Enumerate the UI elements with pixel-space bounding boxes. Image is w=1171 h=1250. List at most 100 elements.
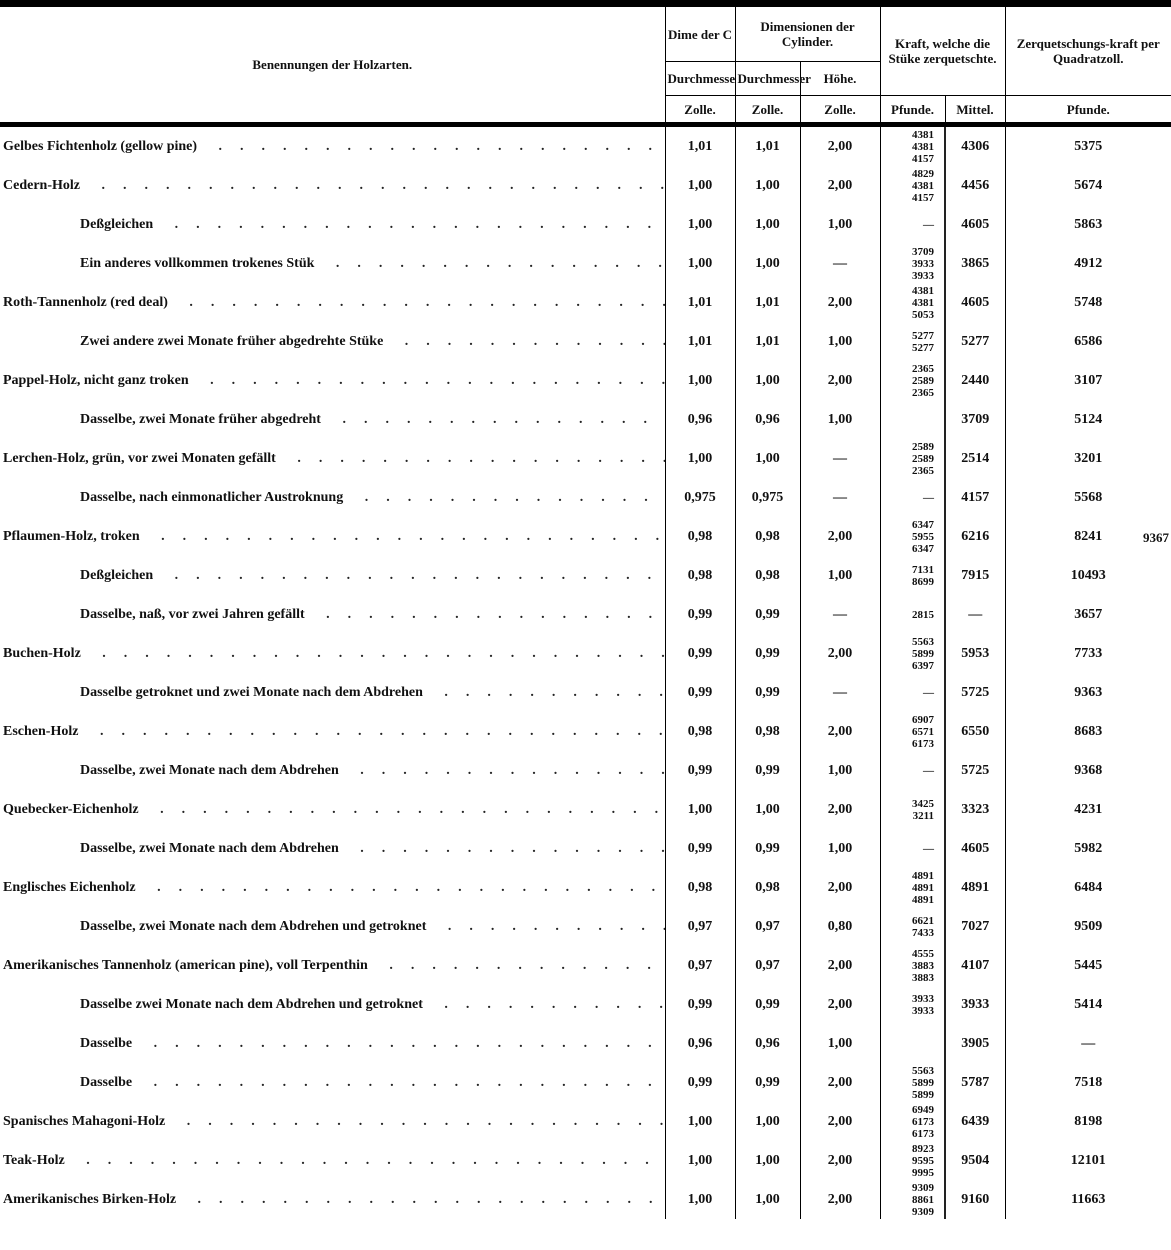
- cell-durchmesser: 1,00: [664, 244, 735, 283]
- cell-name: Dasselbe, zwei Monate nach dem Abdrehen …: [0, 907, 665, 946]
- cell-quadrat: 5748: [1004, 283, 1171, 322]
- cell-name: Deßgleichen ............................…: [0, 556, 665, 595]
- pfunde-value: 4555: [912, 947, 934, 960]
- wood-name: Quebecker-Eichenholz: [3, 801, 139, 817]
- cell-hoehe: 1,00: [799, 1024, 880, 1063]
- cell-name: Dasselbe, zwei Monate früher abgedreht .…: [0, 400, 665, 439]
- header-unit: Pfunde.: [1004, 95, 1171, 125]
- cell-pfunde: —: [879, 478, 946, 517]
- cell-durchmesser: 0,99: [664, 673, 735, 712]
- cell-durchmesser: 0,98: [734, 868, 800, 907]
- table-row: Zwei andere zwei Monate früher abgedreht…: [0, 322, 1171, 361]
- cell-pfunde: 2815: [879, 595, 946, 634]
- header-name: Benennungen der Holzarten.: [252, 57, 413, 72]
- cell-durchmesser: 0,99: [734, 673, 800, 712]
- cell-durchmesser: 0,99: [734, 634, 800, 673]
- cell-name: Gelbes Fichtenholz (gellow pine) .......…: [0, 127, 665, 166]
- cell-pfunde: 9309 8861 9309: [879, 1180, 946, 1219]
- cell-quadrat: 5982: [1004, 829, 1171, 868]
- cell-quadrat: 6586: [1004, 322, 1171, 361]
- cell-mittel: 5953: [944, 634, 1005, 673]
- cell-name: Ein anderes vollkommen trokenes Stük ...…: [0, 244, 665, 283]
- cell-mittel: 3905: [944, 1024, 1005, 1063]
- pfunde-value: 4157: [912, 191, 934, 204]
- cell-durchmesser: 1,00: [734, 244, 800, 283]
- cell-hoehe: —: [799, 439, 880, 478]
- leader-dots: ........................................: [160, 801, 665, 817]
- pfunde-value: 4829: [912, 167, 934, 180]
- table-row: Ein anderes vollkommen trokenes Stük ...…: [0, 244, 1171, 283]
- pfunde-value: 5563: [912, 1064, 934, 1077]
- pfunde-value: 6347: [912, 542, 934, 555]
- cell-durchmesser: 0,99: [664, 1063, 735, 1102]
- cell-pfunde: 6347 5955 6347: [879, 517, 946, 556]
- header-dim-left: Dime der C: [664, 3, 735, 62]
- wood-name: Spanisches Mahagoni-Holz: [3, 1113, 166, 1129]
- quadrat-value: 3657: [1074, 606, 1103, 622]
- cell-hoehe: 0,80: [799, 907, 880, 946]
- cell-quadrat: 5124: [1004, 400, 1171, 439]
- wood-name: Buchen-Holz: [3, 645, 81, 661]
- wood-name: Deßgleichen: [80, 216, 154, 232]
- cell-quadrat: 5445: [1004, 946, 1171, 985]
- leader-dots: ........................................: [86, 1152, 665, 1168]
- cell-durchmesser: 1,00: [664, 1180, 735, 1219]
- pfunde-value: 5899: [912, 1088, 934, 1101]
- table-row: Eschen-Holz ............................…: [0, 712, 1171, 751]
- cell-durchmesser: 1,00: [734, 1180, 800, 1219]
- cell-durchmesser: 0,96: [664, 1024, 735, 1063]
- cell-durchmesser: 0,99: [664, 829, 735, 868]
- cell-quadrat: 8198: [1004, 1102, 1171, 1141]
- cell-durchmesser: 1,00: [664, 1102, 735, 1141]
- wood-name: Dasselbe zwei Monate nach dem Abdrehen u…: [80, 996, 423, 1012]
- cell-pfunde: 4891 4891 4891: [879, 868, 946, 907]
- cell-mittel: 7915: [944, 556, 1005, 595]
- pfunde-value: 5955: [912, 530, 934, 543]
- table-row: Teak-Holz ..............................…: [0, 1141, 1171, 1180]
- table-body: Gelbes Fichtenholz (gellow pine) .......…: [0, 127, 1171, 1219]
- pfunde-value: 4381: [912, 128, 934, 141]
- cell-hoehe: —: [799, 244, 880, 283]
- leader-dots: ........................................: [157, 879, 665, 895]
- quadrat-value: 12101: [1070, 1152, 1106, 1168]
- table-row: Spanisches Mahagoni-Holz ...............…: [0, 1102, 1171, 1141]
- cell-pfunde: 2589 2589 2365: [879, 439, 946, 478]
- table-row: Gelbes Fichtenholz (gellow pine) .......…: [0, 127, 1171, 166]
- wood-name: Dasselbe getroknet und zwei Monate nach …: [80, 684, 423, 700]
- cell-quadrat: 6484: [1004, 868, 1171, 907]
- wood-name: Amerikanisches Tannenholz (american pine…: [3, 957, 368, 973]
- cell-durchmesser: 0,97: [734, 907, 800, 946]
- cell-hoehe: 2,00: [799, 634, 880, 673]
- cell-name: Amerikanisches Tannenholz (american pine…: [0, 946, 665, 985]
- cell-pfunde: 5563 5899 6397: [879, 634, 946, 673]
- cell-hoehe: 1,00: [799, 751, 880, 790]
- cell-mittel: 3323: [944, 790, 1005, 829]
- quadrat-value: 5748: [1074, 294, 1103, 310]
- cell-durchmesser: 1,00: [734, 361, 800, 400]
- cell-hoehe: —: [799, 673, 880, 712]
- wood-name: Dasselbe: [80, 1035, 133, 1051]
- cell-quadrat: 5414: [1004, 985, 1171, 1024]
- quadrat-value: 11663: [1071, 1191, 1106, 1207]
- leader-dots: ........................................: [99, 723, 665, 739]
- table-row: Quebecker-Eichenholz ...................…: [0, 790, 1171, 829]
- cell-quadrat: 12101: [1004, 1141, 1171, 1180]
- table-row: Amerikanisches Tannenholz (american pine…: [0, 946, 1171, 985]
- cell-durchmesser: 1,00: [734, 790, 800, 829]
- table-row: Englisches Eichenholz ..................…: [0, 868, 1171, 907]
- cell-durchmesser: 1,01: [664, 127, 735, 166]
- pfunde-value: —: [923, 491, 934, 504]
- header-dim: Dimensionen der Cylinder.: [734, 3, 880, 62]
- wood-name: Englisches Eichenholz: [3, 879, 136, 895]
- cell-durchmesser: 0,99: [734, 751, 800, 790]
- cell-pfunde: —: [879, 751, 946, 790]
- pfunde-value: 2589: [912, 374, 934, 387]
- cell-pfunde: 7131 8699: [879, 556, 946, 595]
- cell-mittel: 9504: [944, 1141, 1005, 1180]
- cell-hoehe: 2,00: [799, 127, 880, 166]
- cell-hoehe: 1,00: [799, 829, 880, 868]
- pfunde-value: 3933: [912, 269, 934, 282]
- header-unit: Zolle.: [799, 95, 880, 125]
- quadrat-value: —: [1081, 1035, 1096, 1051]
